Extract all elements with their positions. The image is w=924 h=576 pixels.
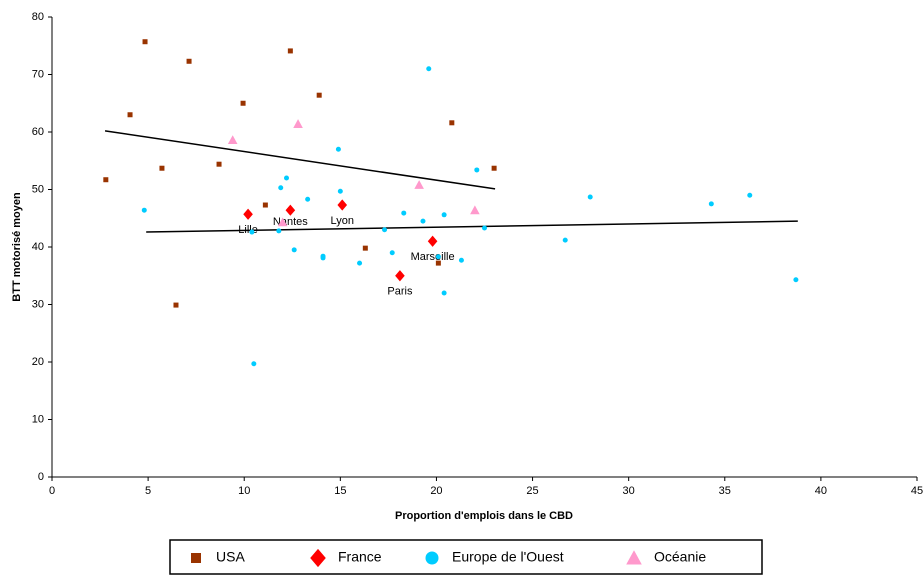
y-axis-title: BTT motorisé moyen xyxy=(11,192,23,302)
legend-label: France xyxy=(338,549,382,565)
x-tick-label: 45 xyxy=(911,485,923,497)
legend-marker xyxy=(626,550,642,565)
y-tick-label: 70 xyxy=(32,68,44,80)
point xyxy=(435,260,441,266)
x-tick-label: 35 xyxy=(719,485,731,497)
point xyxy=(458,257,464,263)
x-tick-label: 0 xyxy=(49,485,55,497)
point xyxy=(284,175,290,181)
point xyxy=(262,202,268,208)
point-label: Lyon xyxy=(331,215,354,227)
point xyxy=(337,199,348,211)
y-tick-label: 50 xyxy=(32,183,44,195)
point xyxy=(243,208,253,220)
x-tick-label: 10 xyxy=(238,485,250,497)
point xyxy=(186,58,192,64)
y-tick-label: 40 xyxy=(32,241,44,253)
legend-label: Océanie xyxy=(654,549,706,565)
y-tick-label: 30 xyxy=(32,298,44,310)
point xyxy=(395,270,405,282)
point xyxy=(305,196,311,202)
point-label: Paris xyxy=(387,286,413,298)
point xyxy=(335,146,341,152)
y-tick-label: 10 xyxy=(32,413,44,425)
point xyxy=(747,192,753,198)
legend-label: USA xyxy=(216,549,245,565)
x-tick-label: 30 xyxy=(623,485,635,497)
point xyxy=(426,66,432,72)
point xyxy=(251,361,257,367)
point xyxy=(278,185,284,191)
point xyxy=(793,277,799,283)
point xyxy=(420,218,426,224)
point xyxy=(357,260,363,266)
point xyxy=(287,48,293,54)
x-tick-label: 25 xyxy=(526,485,538,497)
y-tick-label: 80 xyxy=(32,11,44,23)
point-label: Marseille xyxy=(411,251,455,263)
point xyxy=(159,165,165,171)
point xyxy=(285,204,296,216)
legend-marker xyxy=(191,553,201,563)
legend-label: Europe de l'Ouest xyxy=(452,549,564,565)
point xyxy=(441,290,447,296)
point xyxy=(449,120,455,126)
point-label: Lille xyxy=(238,224,258,236)
legend-box xyxy=(169,539,763,575)
point xyxy=(470,205,480,215)
point xyxy=(103,177,109,183)
point xyxy=(240,100,246,106)
x-tick-label: 40 xyxy=(815,485,827,497)
legend-marker xyxy=(310,548,326,568)
x-axis-title: Proportion d'emplois dans le CBD xyxy=(395,510,573,522)
point xyxy=(362,245,368,251)
point xyxy=(276,228,282,234)
point xyxy=(587,194,593,200)
point xyxy=(293,119,303,128)
point xyxy=(227,135,238,145)
trend-line xyxy=(104,130,496,190)
point xyxy=(441,212,447,218)
x-tick-label: 15 xyxy=(334,485,346,497)
point xyxy=(277,217,288,227)
point xyxy=(474,167,480,173)
point xyxy=(414,180,424,189)
point xyxy=(320,255,326,261)
point xyxy=(142,39,148,45)
point xyxy=(562,237,568,243)
y-tick-label: 20 xyxy=(32,356,44,368)
point xyxy=(401,210,407,216)
point xyxy=(141,207,147,213)
point xyxy=(708,201,714,207)
x-tick-label: 20 xyxy=(430,485,442,497)
point xyxy=(337,188,343,194)
trend-line xyxy=(146,220,798,233)
point xyxy=(491,165,497,171)
point xyxy=(389,250,395,256)
point-label: Nantes xyxy=(273,216,308,228)
point xyxy=(316,92,322,98)
point xyxy=(127,112,133,118)
point xyxy=(482,225,487,231)
y-tick-label: 0 xyxy=(38,471,44,483)
point xyxy=(216,161,222,167)
point xyxy=(249,229,255,235)
point xyxy=(173,302,179,308)
point xyxy=(291,247,297,253)
x-tick-label: 5 xyxy=(145,485,151,497)
legend-marker xyxy=(425,551,439,565)
point xyxy=(435,254,441,260)
point xyxy=(382,227,388,233)
y-tick-label: 60 xyxy=(32,126,44,138)
point xyxy=(427,235,438,247)
